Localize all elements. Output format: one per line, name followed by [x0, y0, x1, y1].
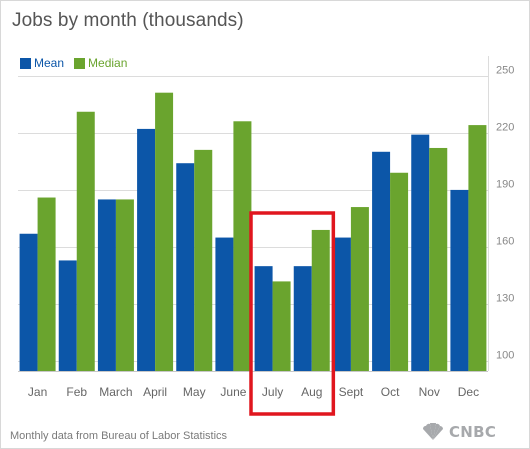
- bar-median-jan: [37, 197, 56, 371]
- bar-mean-aug: [293, 266, 312, 371]
- legend-swatch-mean: [20, 57, 31, 69]
- x-tick-label: Feb: [66, 385, 87, 399]
- bar-mean-april: [137, 128, 156, 371]
- bar-median-april: [155, 92, 174, 371]
- y-tick-label: 250: [496, 65, 514, 77]
- x-tick-label: July: [262, 385, 283, 399]
- bar-median-dec: [468, 125, 487, 371]
- x-tick-label: Nov: [419, 385, 440, 399]
- bar-mean-nov: [411, 134, 430, 371]
- y-tick-label: 130: [496, 293, 514, 305]
- y-tick-label: 100: [496, 350, 514, 362]
- y-tick-label: 190: [496, 179, 514, 191]
- legend-swatch-median: [74, 57, 86, 69]
- bar-median-feb: [76, 111, 95, 371]
- bar-median-march: [115, 199, 134, 371]
- bar-median-june: [233, 121, 252, 371]
- bar-mean-july: [254, 266, 273, 371]
- bar-median-sept: [350, 207, 369, 371]
- source-note: Monthly data from Bureau of Labor Statis…: [10, 430, 228, 442]
- y-tick-label: 160: [496, 236, 514, 248]
- bar-mean-june: [215, 237, 234, 371]
- chart-title: Jobs by month (thousands): [12, 10, 244, 31]
- cnbc-logo: CNBC: [420, 423, 496, 441]
- bar-median-oct: [390, 172, 409, 371]
- bar-mean-may: [176, 163, 195, 371]
- logo-text: CNBC: [449, 423, 497, 441]
- x-tick-label: Jan: [28, 385, 47, 399]
- bar-median-may: [194, 149, 213, 371]
- bar-mean-dec: [450, 189, 469, 371]
- x-tick-label: Aug: [301, 385, 322, 399]
- x-tick-label: Oct: [381, 385, 400, 399]
- bar-mean-feb: [58, 260, 77, 371]
- x-tick-label: June: [220, 385, 246, 399]
- legend-item-mean: Mean: [20, 57, 64, 69]
- bar-mean-jan: [19, 233, 38, 371]
- bar-median-july: [272, 281, 291, 371]
- x-tick-label: March: [99, 385, 132, 399]
- bar-mean-march: [97, 199, 116, 371]
- y-tick-label: 220: [496, 122, 514, 134]
- highlight-box: [249, 211, 336, 416]
- bar-median-aug: [311, 229, 330, 371]
- legend-label-median: Median: [88, 56, 128, 70]
- chart-legend: Mean Median: [20, 57, 137, 69]
- bar-median-nov: [429, 147, 448, 371]
- bar-mean-sept: [332, 237, 351, 371]
- bar-mean-oct: [372, 151, 391, 371]
- x-tick-label: Sept: [339, 385, 364, 399]
- legend-label-mean: Mean: [34, 56, 65, 70]
- peacock-icon: [422, 423, 443, 440]
- legend-item-median: Median: [74, 57, 127, 69]
- x-tick-label: May: [183, 385, 206, 399]
- x-tick-label: April: [143, 385, 167, 399]
- x-tick-label: Dec: [458, 385, 479, 399]
